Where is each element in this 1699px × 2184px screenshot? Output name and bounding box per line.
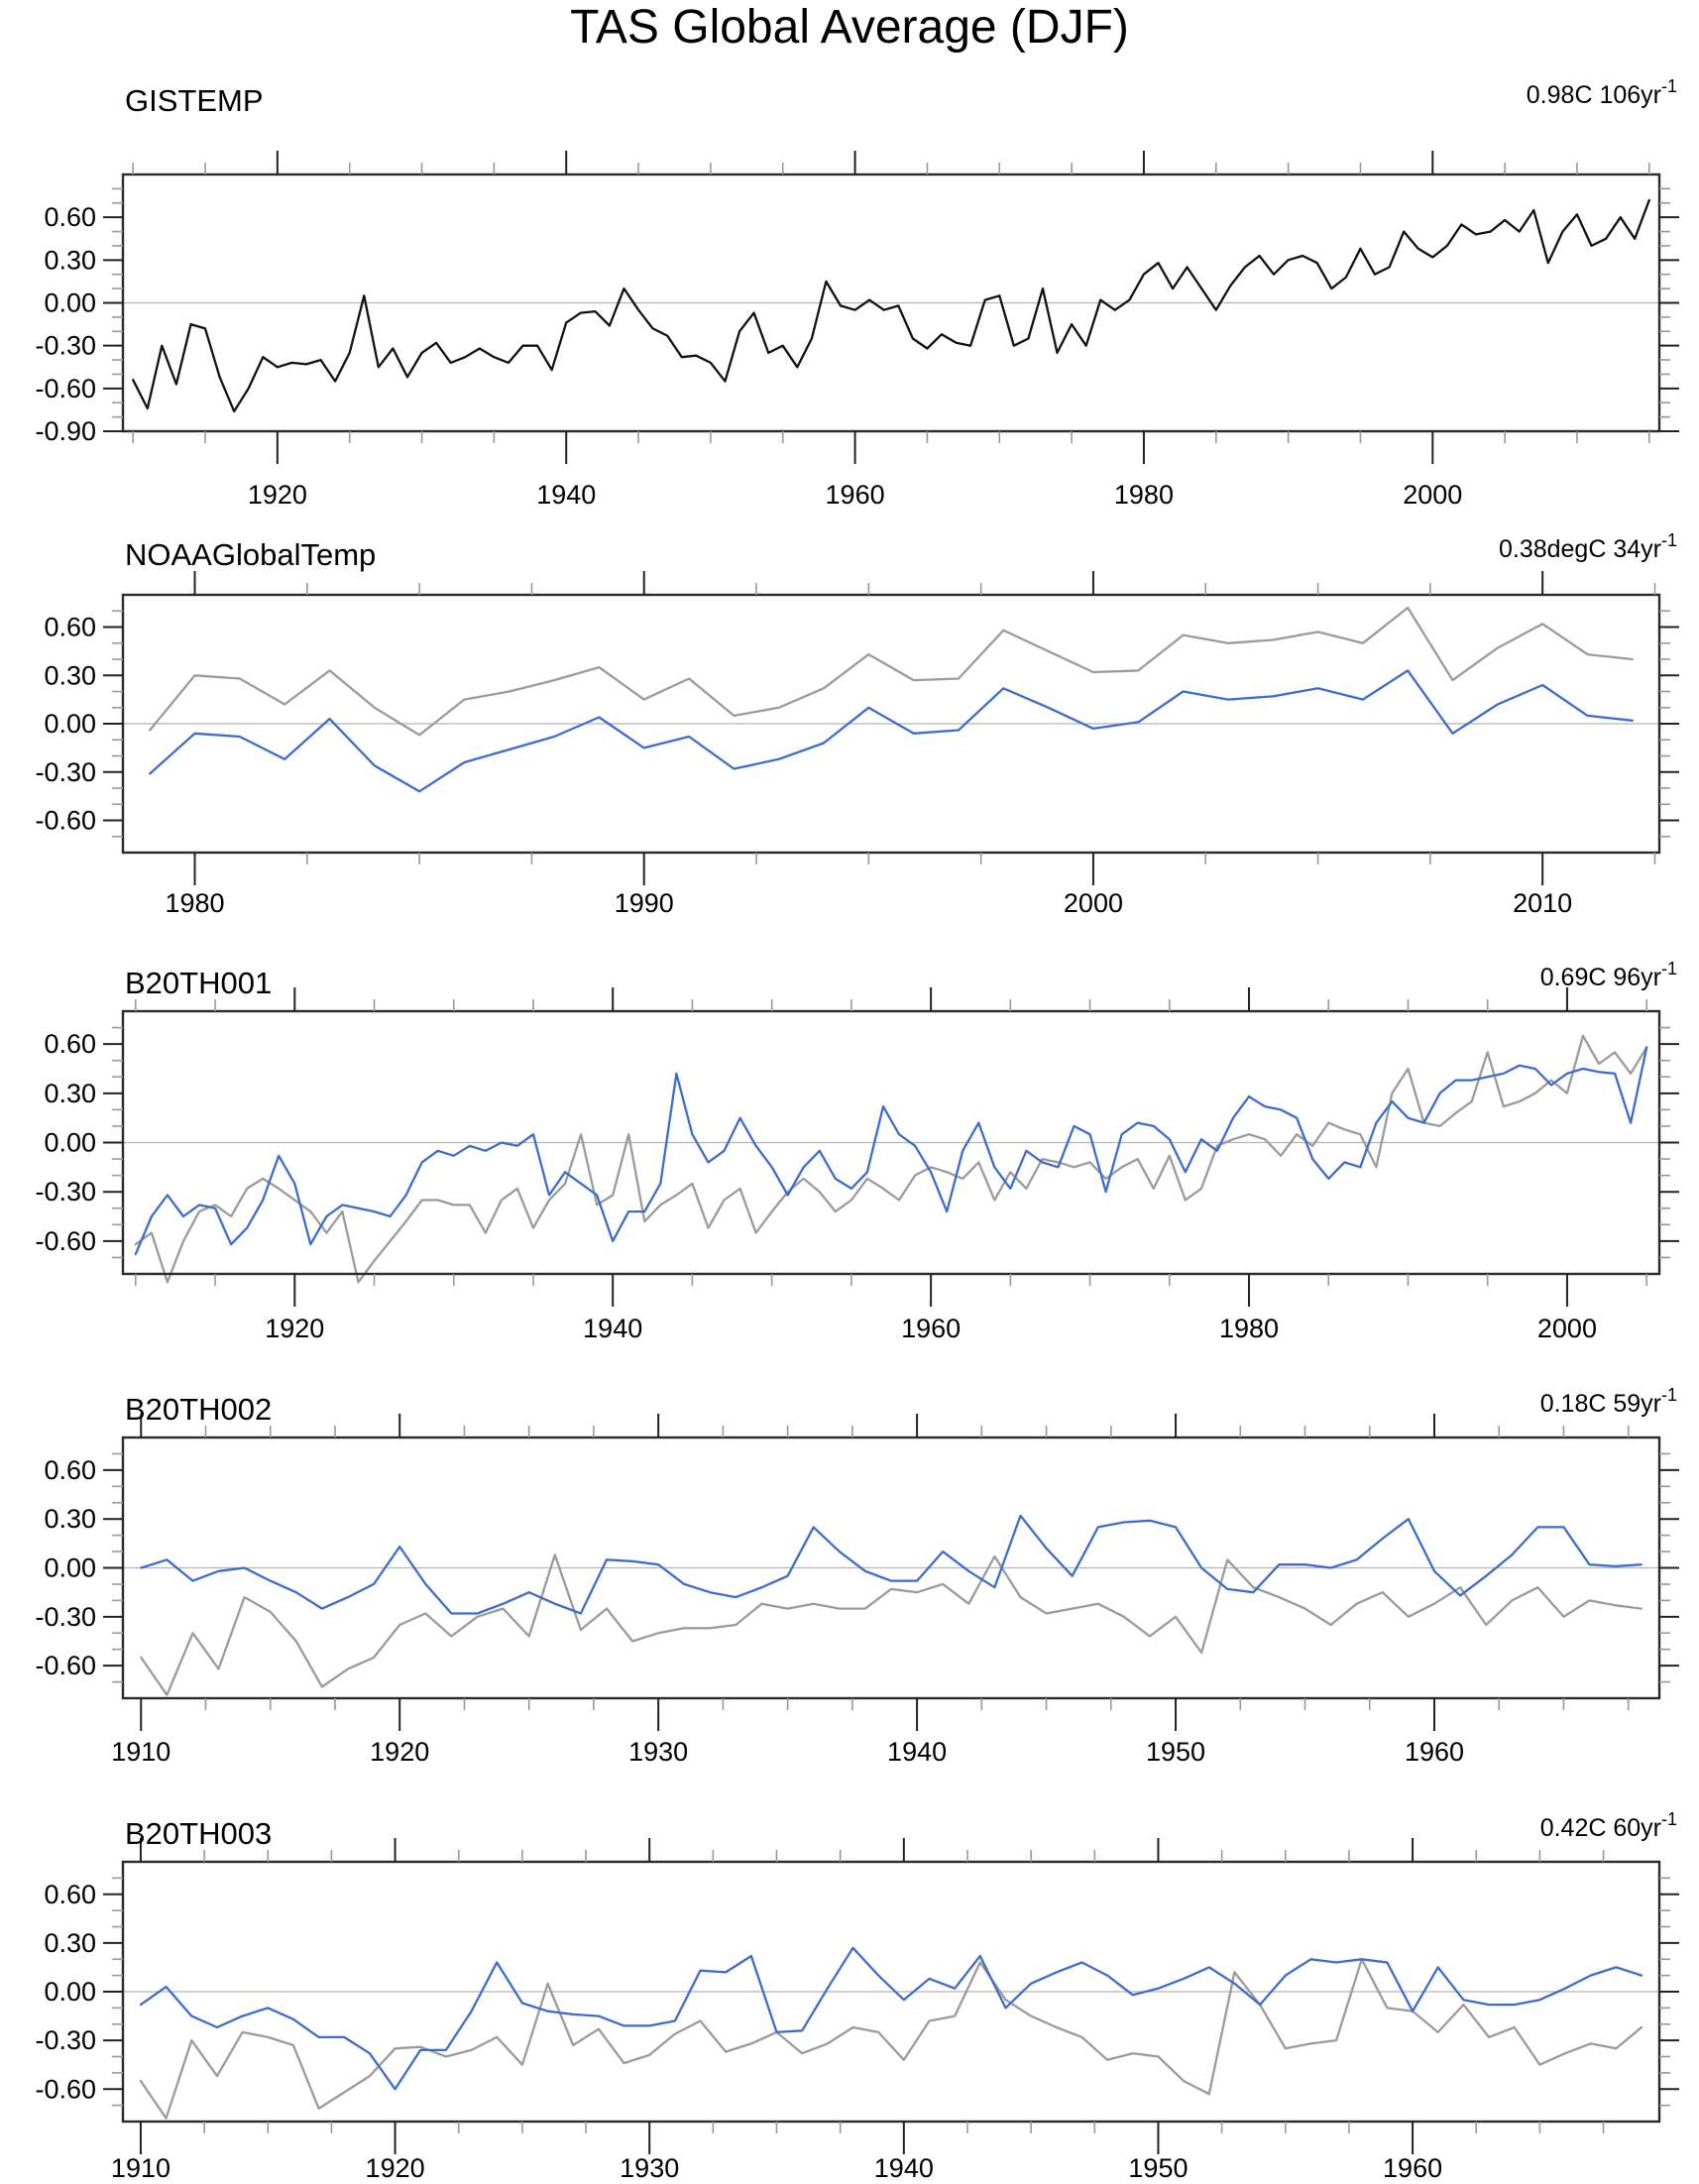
svg-text:1960: 1960	[901, 1314, 961, 1343]
svg-text:1940: 1940	[887, 1737, 947, 1767]
svg-text:1940: 1940	[874, 2153, 934, 2183]
svg-text:0.98C 106yr-1: 0.98C 106yr-1	[1527, 76, 1677, 109]
svg-text:-0.60: -0.60	[35, 374, 96, 403]
svg-text:2000: 2000	[1064, 888, 1123, 918]
svg-text:0.60: 0.60	[44, 1455, 96, 1485]
svg-text:0.18C 59yr-1: 0.18C 59yr-1	[1540, 1385, 1677, 1418]
svg-text:-0.30: -0.30	[35, 757, 96, 787]
svg-text:1960: 1960	[826, 480, 885, 510]
b20th003-chart: 1910 1920 1930 1940 1950 1960 0.60 0.30 0.00 -0.3…	[35, 1809, 1679, 2183]
panel-b20th003: 1910 1920 1930 1940 1950 1960 0.60 0.30 0.00 -0.3…	[0, 1775, 1699, 2184]
svg-text:0.00: 0.00	[44, 1977, 96, 2007]
gistemp-chart: 1920 1940 1960 1980 2000 0.60 0.30 0.00 -0.30 -0.…	[35, 76, 1679, 510]
svg-text:1950: 1950	[1146, 1737, 1205, 1767]
panel-b20th002: 1910 1920 1930 1940 1950 1960 0.60 0.30 0.00 -0.3…	[0, 1348, 1699, 1775]
svg-text:2000: 2000	[1537, 1314, 1597, 1343]
svg-text:1940: 1940	[536, 480, 596, 510]
svg-text:0.69C 96yr-1: 0.69C 96yr-1	[1540, 959, 1677, 991]
svg-text:0.60: 0.60	[44, 202, 96, 232]
svg-text:1950: 1950	[1128, 2153, 1188, 2183]
panel-gistemp: 1920 1940 1960 1980 2000 0.60 0.30 0.00 -0.30 -0.…	[0, 59, 1699, 516]
svg-text:-0.60: -0.60	[35, 1651, 96, 1680]
svg-text:1940: 1940	[583, 1314, 642, 1343]
svg-text:1930: 1930	[628, 1737, 688, 1767]
svg-text:1980: 1980	[1219, 1314, 1279, 1343]
svg-text:0.30: 0.30	[44, 660, 96, 690]
svg-text:1910: 1910	[111, 1737, 170, 1767]
svg-text:-0.30: -0.30	[35, 331, 96, 361]
svg-text:-0.30: -0.30	[35, 1177, 96, 1207]
b20th002-chart: 1910 1920 1930 1940 1950 1960 0.60 0.30 0.00 -0.3…	[35, 1385, 1679, 1767]
svg-text:0.30: 0.30	[44, 1079, 96, 1108]
panel-b20th001: 1920 1940 1960 1980 2000 0.60 0.30 0.00 -0.30 -0.…	[0, 932, 1699, 1348]
svg-text:B20TH002: B20TH002	[125, 1392, 272, 1427]
svg-text:2000: 2000	[1403, 480, 1462, 510]
svg-text:1920: 1920	[370, 1737, 429, 1767]
svg-text:-0.30: -0.30	[35, 2025, 96, 2055]
svg-text:1910: 1910	[111, 2153, 170, 2183]
svg-text:0.00: 0.00	[44, 1128, 96, 1158]
svg-text:-0.90: -0.90	[35, 416, 96, 446]
svg-text:1980: 1980	[165, 888, 224, 918]
svg-text:-0.30: -0.30	[35, 1602, 96, 1632]
svg-text:1980: 1980	[1114, 480, 1174, 510]
b20th001-chart: 1920 1940 1960 1980 2000 0.60 0.30 0.00 -0.30 -0.…	[35, 959, 1679, 1343]
svg-text:NOAAGlobalTemp: NOAAGlobalTemp	[125, 537, 376, 572]
svg-text:GISTEMP: GISTEMP	[125, 83, 264, 118]
svg-text:-0.60: -0.60	[35, 2074, 96, 2104]
svg-text:2010: 2010	[1513, 888, 1572, 918]
svg-text:0.60: 0.60	[44, 1880, 96, 1909]
svg-text:0.00: 0.00	[44, 709, 96, 739]
svg-text:0.30: 0.30	[44, 1504, 96, 1534]
svg-text:1990: 1990	[615, 888, 674, 918]
svg-text:1920: 1920	[265, 1314, 324, 1343]
svg-text:1920: 1920	[248, 480, 307, 510]
svg-text:0.60: 0.60	[44, 1029, 96, 1059]
noaaglobaltemp-chart: 1980 1990 2000 2010 0.60 0.30 0.00 -0.30 -0.60 NO…	[35, 530, 1679, 918]
svg-text:0.00: 0.00	[44, 1553, 96, 1583]
svg-text:B20TH001: B20TH001	[125, 966, 272, 1000]
svg-text:0.30: 0.30	[44, 1928, 96, 1958]
svg-text:0.00: 0.00	[44, 288, 96, 318]
svg-text:0.42C 60yr-1: 0.42C 60yr-1	[1540, 1809, 1677, 1842]
svg-text:1960: 1960	[1383, 2153, 1442, 2183]
svg-text:1920: 1920	[366, 2153, 425, 2183]
svg-text:-0.60: -0.60	[35, 1226, 96, 1256]
panel-noaaglobaltemp: 1980 1990 2000 2010 0.60 0.30 0.00 -0.30 -0.60 NO…	[0, 516, 1699, 932]
figure-title: TAS Global Average (DJF)	[570, 1, 1129, 54]
svg-text:1930: 1930	[620, 2153, 679, 2183]
svg-text:0.30: 0.30	[44, 245, 96, 275]
svg-text:-0.60: -0.60	[35, 806, 96, 836]
svg-text:B20TH003: B20TH003	[125, 1816, 272, 1851]
svg-text:1960: 1960	[1405, 1737, 1464, 1767]
svg-text:0.38degC 34yr-1: 0.38degC 34yr-1	[1499, 530, 1677, 563]
svg-text:0.60: 0.60	[44, 613, 96, 642]
